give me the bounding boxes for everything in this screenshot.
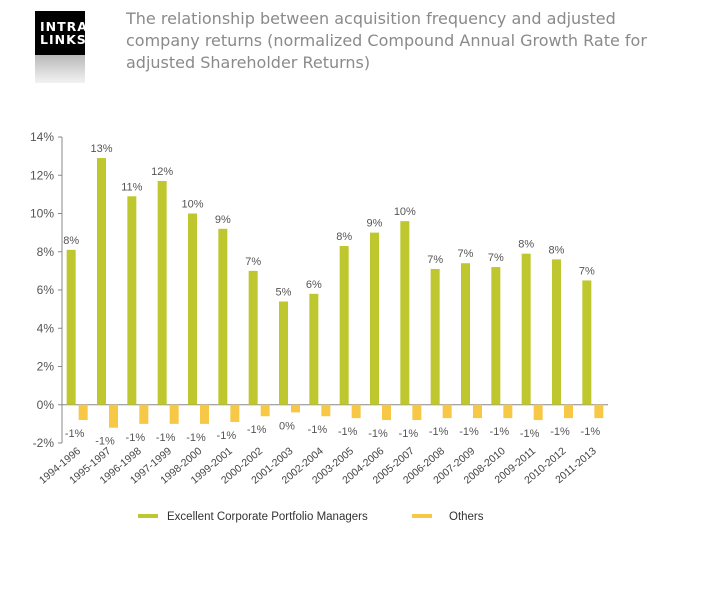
- bar-excellent: [188, 213, 197, 405]
- data-label-others: -1%: [247, 424, 267, 436]
- legend-label-others: Others: [449, 511, 484, 523]
- data-label-others: -1%: [95, 436, 115, 448]
- bar-others: [351, 404, 361, 419]
- data-label-others: -1%: [65, 428, 85, 440]
- data-label-others: -1%: [550, 426, 570, 438]
- bar-others: [412, 404, 422, 421]
- data-label-excellent: 6%: [306, 279, 322, 291]
- data-label-excellent: 12%: [151, 166, 173, 178]
- bar-excellent: [491, 267, 501, 405]
- data-label-others: 0%: [279, 420, 295, 432]
- y-tick-label: 4%: [37, 321, 55, 335]
- data-label-others: -1%: [217, 430, 237, 442]
- bar-others: [533, 404, 543, 421]
- bar-others: [442, 404, 452, 419]
- data-label-excellent: 7%: [488, 252, 504, 264]
- legend-swatch-excellent: [138, 514, 158, 518]
- bar-excellent: [66, 249, 76, 405]
- bar-excellent: [339, 246, 349, 405]
- data-label-excellent: 8%: [549, 244, 565, 256]
- chart-title: The relationship between acquisition fre…: [126, 9, 647, 72]
- bar-excellent: [127, 196, 137, 405]
- bar-others: [594, 404, 604, 419]
- bar-others: [139, 404, 149, 424]
- data-label-others: -1%: [581, 426, 601, 438]
- bar-excellent: [400, 221, 410, 405]
- data-label-excellent: 9%: [367, 218, 383, 230]
- bar-others: [230, 404, 240, 422]
- data-label-others: -1%: [186, 432, 206, 444]
- data-label-excellent: 7%: [245, 256, 261, 268]
- bar-excellent: [218, 228, 228, 405]
- data-label-excellent: 7%: [427, 254, 443, 266]
- bar-others: [291, 404, 300, 413]
- bar-excellent: [309, 293, 319, 405]
- data-label-excellent: 13%: [90, 143, 112, 155]
- data-label-others: -1%: [156, 432, 176, 444]
- y-tick-label: 8%: [37, 245, 55, 259]
- logo-mark: INTRA LINKS: [35, 11, 88, 55]
- bar-excellent: [582, 280, 592, 405]
- data-label-excellent: 8%: [336, 231, 352, 243]
- y-tick-label: 10%: [30, 207, 54, 221]
- data-label-others: -1%: [429, 426, 449, 438]
- bar-excellent: [370, 232, 379, 405]
- legend-label-excellent: Excellent Corporate Portfolio Managers: [167, 511, 368, 523]
- data-label-excellent: 9%: [215, 214, 231, 226]
- bar-others: [109, 404, 118, 428]
- data-label-excellent: 10%: [394, 206, 416, 218]
- y-tick-label: -2%: [33, 436, 55, 450]
- bar-excellent: [461, 263, 470, 405]
- logo-line-1: INTRA: [40, 19, 88, 34]
- data-label-excellent: 8%: [518, 239, 534, 251]
- data-label-others: -1%: [490, 426, 510, 438]
- bar-others: [321, 404, 331, 417]
- data-label-others: -1%: [459, 426, 479, 438]
- bar-excellent: [430, 268, 440, 405]
- data-label-excellent: 8%: [63, 235, 79, 247]
- bar-others: [473, 404, 482, 419]
- bar-excellent: [552, 259, 561, 405]
- bar-others: [169, 404, 179, 424]
- y-tick-label: 14%: [30, 130, 54, 144]
- bar-others: [78, 404, 88, 421]
- bar-others: [564, 404, 573, 419]
- bar-excellent: [157, 180, 167, 405]
- data-label-others: -1%: [368, 428, 388, 440]
- y-tick-label: 6%: [37, 283, 55, 297]
- data-label-others: -1%: [308, 424, 328, 436]
- data-label-excellent: 11%: [121, 181, 142, 193]
- data-label-excellent: 10%: [181, 199, 203, 211]
- logo-line-2: LINKS: [40, 32, 87, 47]
- intralinks-logo: INTRA LINKS: [35, 11, 88, 83]
- bar-excellent: [97, 158, 106, 405]
- bar-others: [200, 404, 209, 424]
- y-tick-label: 0%: [37, 398, 55, 412]
- y-tick-label: 2%: [37, 360, 55, 374]
- data-label-others: -1%: [126, 432, 146, 444]
- data-label-excellent: 7%: [579, 265, 595, 277]
- bar-others: [260, 404, 270, 417]
- bar-others: [382, 404, 391, 421]
- bar-excellent: [248, 270, 258, 405]
- logo-reflection: [35, 55, 85, 83]
- y-tick-label: 12%: [30, 168, 54, 182]
- data-label-others: -1%: [338, 426, 358, 438]
- bar-others: [503, 404, 513, 419]
- data-label-others: -1%: [520, 428, 540, 440]
- data-label-excellent: 7%: [458, 248, 474, 260]
- bar-excellent: [521, 253, 531, 405]
- bar-excellent: [279, 301, 288, 405]
- data-label-excellent: 5%: [276, 286, 292, 298]
- legend-swatch-others: [412, 514, 432, 518]
- data-label-others: -1%: [399, 428, 419, 440]
